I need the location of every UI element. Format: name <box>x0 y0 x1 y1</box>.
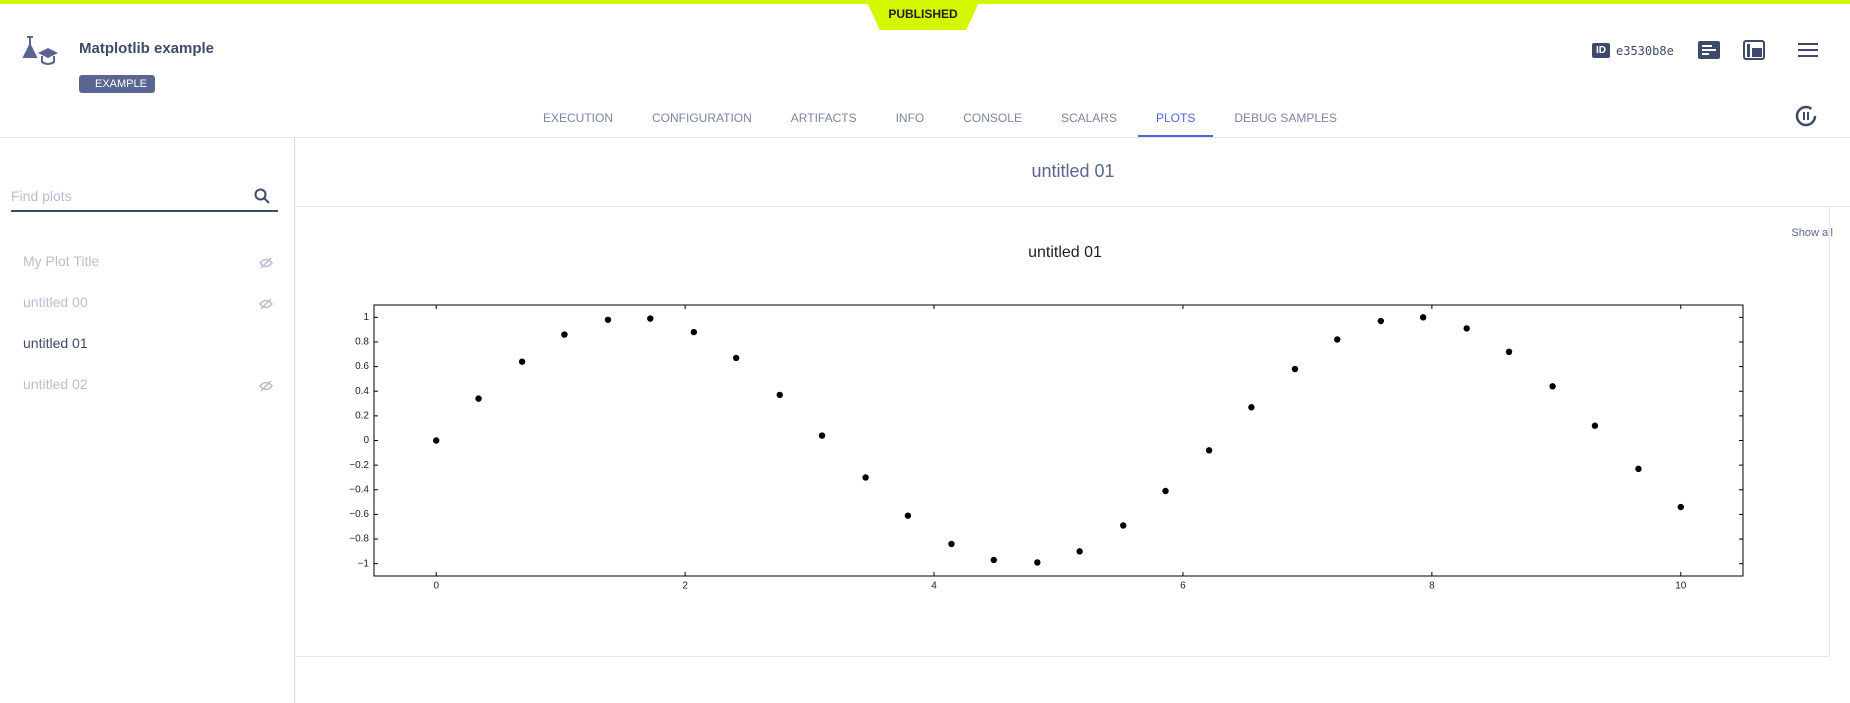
tab[interactable]: EXECUTION <box>543 111 614 125</box>
point <box>1034 559 1041 566</box>
tab[interactable]: ARTIFACTS <box>790 111 857 125</box>
experiment-title: Matplotlib example <box>79 40 215 57</box>
x-tick-label: 4 <box>931 581 937 592</box>
point <box>1076 548 1083 555</box>
refresh-icon[interactable] <box>1794 104 1818 128</box>
y-tick-label: −0.6 <box>349 509 369 520</box>
point <box>1505 348 1513 356</box>
point <box>818 432 826 439</box>
point <box>433 437 440 444</box>
chart: untitled 01 −1 −0.8 −0.6 −0.4 −0.2 0 0.2 0.4 0.6… <box>349 244 1744 592</box>
id-badge: ID <box>1592 43 1610 58</box>
point <box>948 540 955 548</box>
point <box>1120 522 1127 529</box>
slash <box>260 257 272 269</box>
point <box>604 316 612 323</box>
tab-bar: EXECUTION CONFIGURATION ARTIFACTS INFO CONSO… <box>543 100 1337 138</box>
x-tick-label: 2 <box>682 581 688 592</box>
point <box>1591 422 1599 429</box>
plot-item-label: untitled 00 <box>23 294 88 310</box>
plot-area <box>373 304 1744 577</box>
y-tick-label: −0.2 <box>349 460 369 471</box>
menu-icon[interactable] <box>1798 41 1818 59</box>
point <box>990 556 997 564</box>
tab[interactable]: SCALARS <box>1060 111 1117 125</box>
x-tick-label: 10 <box>1675 581 1687 592</box>
plot-card: untitled 01 −1 −0.8 −0.6 −0.4 −0.2 0 0.2 0.4 0.6… <box>296 206 1830 657</box>
point <box>1162 487 1169 495</box>
y-tick-label: 0.4 <box>355 386 369 397</box>
chart-title: untitled 01 <box>1028 244 1102 261</box>
x-tick-label: 0 <box>433 581 439 592</box>
point <box>1248 404 1255 411</box>
point <box>1463 325 1470 332</box>
slash <box>260 298 272 310</box>
y-tick-label: 0 <box>363 435 369 446</box>
point <box>732 354 740 362</box>
y-tick-label: −0.4 <box>349 484 369 495</box>
panel-title: untitled 01 <box>296 138 1850 207</box>
search-placeholder: Find plots <box>11 188 72 204</box>
point <box>1419 314 1427 321</box>
tab[interactable]: CONFIGURATION <box>652 111 752 125</box>
point <box>475 395 482 402</box>
tag[interactable]: EXAMPLE <box>79 75 155 93</box>
slash <box>260 380 272 392</box>
y-tick-label: 1 <box>363 312 369 323</box>
id-box[interactable]: ID e3530b8e <box>1592 42 1674 59</box>
point <box>518 358 526 365</box>
tab[interactable]: INFO <box>895 111 925 125</box>
divider <box>0 137 1850 138</box>
point <box>776 391 783 399</box>
plot-item-label: My Plot Title <box>23 253 100 269</box>
x-tick-label: 8 <box>1429 581 1435 592</box>
point <box>1635 465 1642 473</box>
hidden-icon <box>259 257 273 269</box>
show-all[interactable]: Show all <box>1791 227 1833 239</box>
point <box>690 328 698 336</box>
plot-item[interactable]: My Plot Title <box>23 253 273 273</box>
id-value: e3530b8e <box>1616 43 1674 58</box>
tab[interactable]: DEBUG SAMPLES <box>1234 111 1338 125</box>
y-tick-label: 0.2 <box>355 411 369 422</box>
plot-item[interactable]: untitled 02 <box>23 376 273 396</box>
plot-item-label: untitled 01 <box>23 335 88 351</box>
tab[interactable]: CONSOLE <box>963 111 1022 125</box>
logo <box>22 36 58 65</box>
point <box>1549 383 1556 390</box>
plot-item-label: untitled 02 <box>23 376 88 392</box>
y-tick-label: −1 <box>358 558 370 569</box>
search-input[interactable]: Find plots <box>11 182 278 212</box>
y-tick-label: 0.6 <box>355 361 369 372</box>
point <box>862 474 869 481</box>
x-tick-label: 6 <box>1180 581 1186 592</box>
point <box>1334 336 1341 343</box>
hidden-icon <box>259 298 273 310</box>
tab[interactable]: PLOTS <box>1137 100 1214 137</box>
plot-item[interactable]: untitled 01 <box>23 335 273 355</box>
layout-icon[interactable] <box>1743 40 1765 60</box>
point <box>904 512 912 519</box>
point <box>1377 317 1385 325</box>
details-icon[interactable] <box>1698 40 1720 60</box>
sidebar <box>0 138 295 703</box>
point <box>647 315 654 322</box>
point <box>1205 447 1213 454</box>
y-tick-label: 0.8 <box>355 337 369 348</box>
point <box>561 331 568 338</box>
point <box>1677 503 1684 511</box>
plot-item[interactable]: untitled 00 <box>23 294 273 314</box>
point <box>1291 365 1299 373</box>
search-icon <box>254 188 270 204</box>
hidden-icon <box>259 380 273 392</box>
y-tick-label: −0.8 <box>349 534 369 545</box>
status-badge: PUBLISHED <box>866 0 980 30</box>
